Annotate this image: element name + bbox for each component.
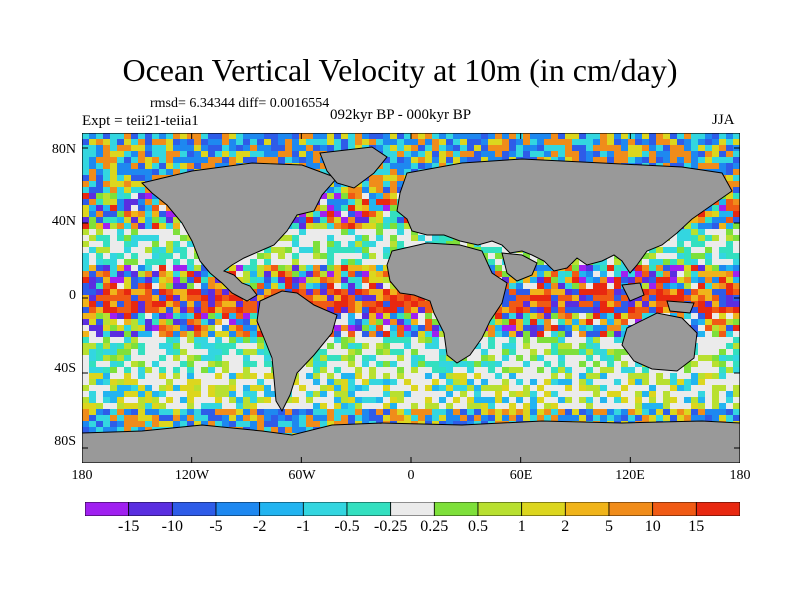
colorbar-box xyxy=(477,502,523,516)
colorbar-box xyxy=(171,502,217,516)
season-label: JJA xyxy=(712,112,735,128)
colorbar-label: 10 xyxy=(644,518,661,535)
colorbar-box xyxy=(215,502,261,516)
colorbar-label: 1 xyxy=(517,518,526,535)
colorbar-box xyxy=(259,502,304,516)
arabian-peninsula xyxy=(501,252,538,282)
colorbar-label: 0.25 xyxy=(420,518,449,535)
lon-label-60e: 60E xyxy=(509,468,533,483)
lat-label-80n: 80N xyxy=(51,142,76,157)
lon-label-60w: 60W xyxy=(288,468,316,483)
colorbar-label: -0.25 xyxy=(374,518,408,535)
colorbar-box xyxy=(85,502,130,516)
colorbar-box xyxy=(346,502,392,516)
colorbar-label: 5 xyxy=(605,518,613,535)
period-label: 092kyr BP - 000kyr BP xyxy=(330,107,472,123)
colorbar-label: 15 xyxy=(688,518,705,535)
australia xyxy=(621,312,698,372)
borneo xyxy=(621,282,645,302)
colorbar-box xyxy=(564,502,610,516)
africa xyxy=(386,242,508,364)
colorbar-label: -2 xyxy=(253,518,267,535)
colorbar-label: 0.5 xyxy=(468,518,488,535)
lon-label-180w: 180 xyxy=(71,468,93,483)
colorbar-label: -0.5 xyxy=(334,518,360,535)
colorbar-label: -10 xyxy=(161,518,183,535)
eurasia xyxy=(396,158,733,274)
colorbar xyxy=(85,502,740,516)
colorbar-box xyxy=(302,502,348,516)
lon-label-0: 0 xyxy=(407,468,415,483)
lat-label-40n: 40N xyxy=(51,214,76,229)
colorbar-box xyxy=(521,502,566,516)
experiment-label: Expt = teii21-teiia1 xyxy=(82,113,199,129)
ocean-map xyxy=(82,133,740,463)
colorbar-box xyxy=(433,502,479,516)
north-america xyxy=(141,162,338,302)
new-guinea xyxy=(666,300,695,314)
greenland xyxy=(319,146,388,189)
lat-label-80s: 80S xyxy=(54,434,76,449)
map-title: Ocean Vertical Velocity at 10m (in cm/da… xyxy=(122,52,678,88)
colorbar-box xyxy=(695,502,740,516)
land-masses xyxy=(82,146,740,463)
map-field xyxy=(82,133,740,463)
colorbar-label: -5 xyxy=(209,518,223,535)
lon-label-180e: 180 xyxy=(729,468,751,483)
colorbar-label: -15 xyxy=(118,518,140,535)
colorbar-label: 2 xyxy=(561,518,570,535)
antarctica xyxy=(82,420,740,463)
lon-label-120w: 120W xyxy=(174,468,210,483)
stats-label: rmsd= 6.34344 diff= 0.0016554 xyxy=(150,96,330,111)
south-america xyxy=(256,290,338,413)
colorbar-label: -1 xyxy=(296,518,310,535)
colorbar-box xyxy=(652,502,697,516)
colorbar-box xyxy=(128,502,173,516)
lon-label-120e: 120E xyxy=(615,468,645,483)
colorbar-box xyxy=(608,502,654,516)
colorbar-box xyxy=(390,502,435,516)
lat-label-40s: 40S xyxy=(54,361,76,376)
lat-label-0: 0 xyxy=(69,288,76,303)
